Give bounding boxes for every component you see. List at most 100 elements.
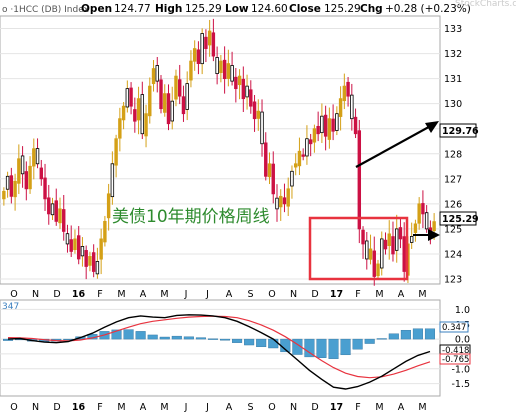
month-tick-label: J	[205, 289, 209, 300]
candle	[76, 226, 81, 265]
candle	[342, 73, 347, 110]
flat-arrowhead	[428, 229, 440, 241]
candle-body	[95, 261, 100, 275]
macd-value-tags: 0.347 -0.418 -0.765	[439, 321, 471, 365]
candle	[174, 69, 178, 107]
candle	[387, 220, 391, 260]
histogram-bar	[352, 338, 363, 350]
candle	[62, 194, 66, 241]
candle-body	[62, 209, 66, 232]
candle	[148, 77, 152, 124]
candle	[196, 41, 201, 75]
candle	[91, 244, 96, 278]
signal-value: -0.765	[442, 355, 469, 365]
candle-body	[39, 167, 43, 180]
candle-body	[264, 142, 268, 177]
candle	[17, 144, 21, 195]
candle-body	[241, 78, 246, 100]
candle-body	[166, 93, 171, 125]
month-tick-label: N	[290, 402, 297, 413]
month-tick-label: 17	[330, 289, 343, 300]
candle-body	[346, 81, 350, 97]
candle	[133, 97, 137, 133]
price-tick-label: 126	[444, 199, 462, 210]
month-tick-label: O	[268, 289, 275, 300]
candle	[323, 105, 328, 151]
histogram-bar	[268, 338, 279, 349]
month-tick-label: M	[117, 289, 125, 300]
chg-value: +0.28 (+0.23%)	[385, 3, 471, 15]
candle	[305, 125, 309, 165]
candle-body	[335, 113, 339, 131]
month-tick-label: F	[97, 289, 102, 300]
candle	[417, 197, 421, 230]
candle	[32, 138, 36, 180]
candle-body	[136, 98, 141, 121]
price-tick-label: 128	[444, 149, 462, 160]
month-tick-label: 16	[72, 402, 86, 413]
candle	[380, 231, 384, 276]
symbol-fragment: o ·1HCC (DB) Index	[2, 5, 90, 15]
candle-body	[28, 165, 32, 190]
candle	[230, 51, 234, 86]
candle-body	[297, 150, 302, 167]
last-price-tag: 125.29	[439, 211, 479, 226]
chg-label: Chg	[360, 3, 383, 15]
candle	[245, 74, 249, 110]
candle-body	[267, 163, 272, 178]
candle	[241, 66, 246, 113]
candle	[163, 84, 167, 117]
month-tick-label: O	[10, 402, 17, 413]
close-value: 125.29	[324, 3, 361, 15]
candle-body	[133, 109, 137, 122]
candle	[24, 161, 29, 201]
candle	[58, 197, 62, 229]
candle-body	[234, 76, 238, 90]
month-tick-label: N	[290, 289, 297, 300]
month-tick-label: A	[226, 402, 233, 413]
candle-body	[163, 93, 167, 113]
upper-price-tag: 129.76	[439, 123, 479, 138]
candle	[43, 163, 47, 211]
candle	[178, 64, 182, 105]
candle	[293, 153, 298, 176]
histogram-bar	[111, 329, 122, 340]
candle	[402, 222, 406, 282]
price-tick-label: 125	[444, 224, 462, 235]
price-gridlines	[0, 28, 440, 280]
candle	[267, 152, 272, 185]
candle-body	[181, 96, 186, 115]
candle	[234, 68, 238, 103]
month-tick-label: D	[311, 402, 318, 413]
candle-body	[252, 101, 257, 120]
candle-body	[222, 59, 227, 80]
candle-body	[73, 238, 77, 250]
histogram-bar	[171, 335, 182, 340]
histogram-bar	[340, 338, 351, 356]
candle	[35, 138, 40, 169]
price-axis: 123124125126127128129130131132133	[444, 24, 462, 285]
macd-x-axis: O N D 16 F M A M J J A S O N D 17 F M A M	[10, 402, 426, 413]
candle	[368, 234, 373, 265]
month-tick-label: M	[418, 289, 426, 300]
candle-body	[144, 113, 148, 137]
candle-body	[293, 163, 298, 168]
candle	[219, 54, 223, 83]
month-tick-label: M	[160, 402, 168, 413]
candle	[189, 50, 193, 88]
histogram-bar	[304, 338, 315, 358]
histogram-bar	[316, 338, 327, 358]
up-trend-arrow	[355, 122, 437, 168]
candle-body	[106, 193, 111, 219]
month-tick-label: D	[311, 289, 318, 300]
candle-body	[237, 75, 242, 86]
candle-body	[365, 240, 369, 260]
candle	[215, 46, 219, 85]
candle	[39, 159, 43, 186]
upper-price-tag-text: 129.76	[442, 126, 479, 137]
month-tick-label: O	[10, 289, 17, 300]
candle-body	[140, 94, 145, 135]
candle-body	[178, 79, 182, 97]
open-value: 124.77	[114, 3, 151, 15]
